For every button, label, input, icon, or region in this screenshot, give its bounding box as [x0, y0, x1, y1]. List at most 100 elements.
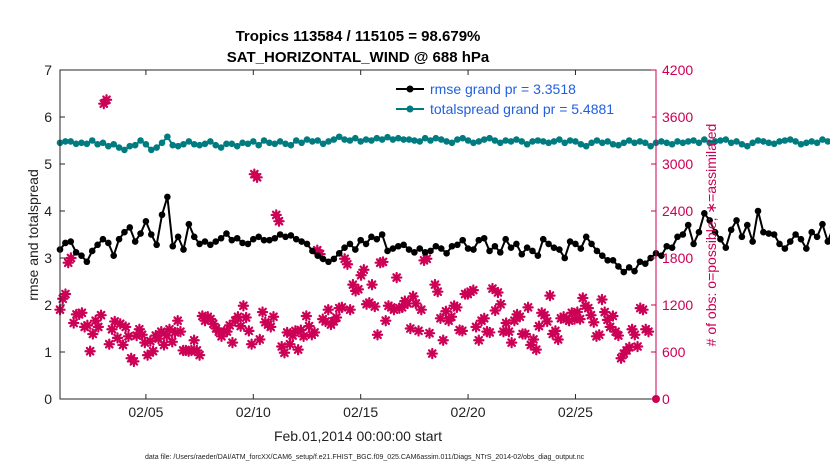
totalspread-point: [459, 134, 467, 142]
rmse-point: [470, 246, 477, 253]
totalspread-point: [582, 142, 590, 150]
y-tick-label: 2: [44, 297, 52, 313]
rmse-point: [803, 245, 810, 252]
totalspread-point: [690, 137, 697, 144]
rmse-point: [137, 230, 144, 237]
totalspread-point: [620, 139, 628, 147]
rmse-point: [427, 247, 434, 255]
obs-assimilated-point: [166, 336, 178, 348]
totalspread-point: [325, 138, 332, 145]
obs-assimilated-point: [607, 310, 619, 322]
obs-assimilated-point: [593, 329, 605, 341]
rmse-point: [668, 244, 676, 251]
totalspread-point: [599, 139, 606, 147]
rmse-point: [604, 257, 611, 264]
totalspread-point: [668, 140, 676, 148]
totalspread-point: [244, 140, 252, 148]
obs-assimilated-point: [300, 310, 313, 322]
rmse-point: [72, 249, 80, 256]
obs-assimilated-point: [59, 288, 72, 300]
totalspread-point: [545, 139, 552, 147]
obs-assimilated-point: [629, 329, 641, 341]
totalspread-point: [507, 138, 515, 145]
rmse-point: [373, 235, 381, 243]
obs-assimilated-point: [505, 336, 518, 349]
rmse-point: [276, 231, 284, 238]
totalspread-point: [760, 138, 767, 145]
totalspread-point: [384, 133, 391, 141]
rmse-point: [582, 233, 590, 241]
rmse-point: [352, 246, 359, 253]
rmse-point: [776, 240, 783, 248]
obs-assimilated-point: [174, 325, 187, 338]
totalspread-point: [411, 137, 418, 144]
totalspread-point: [201, 140, 209, 148]
obs-assimilated-point: [612, 329, 625, 342]
rmse-point: [760, 228, 767, 236]
totalspread-point: [448, 139, 456, 147]
rmse-point: [566, 238, 574, 245]
rmse-point: [496, 249, 504, 256]
obs-assimilated-point: [117, 339, 129, 351]
rmse-point: [663, 242, 671, 250]
obs-assimilated-point: [256, 306, 269, 318]
totalspread-point: [717, 137, 724, 144]
rmse-point: [228, 236, 236, 244]
totalspread-point: [658, 138, 665, 145]
legend-rmse-marker: [406, 85, 414, 93]
totalspread-point: [105, 142, 112, 150]
rmse-point: [727, 226, 735, 234]
rmse-point: [255, 233, 262, 241]
obs-assimilated-point: [473, 334, 485, 346]
totalspread-point: [276, 138, 284, 145]
rmse-point: [142, 218, 150, 225]
totalspread-point: [115, 144, 123, 151]
obs-assimilated-point: [308, 326, 321, 339]
rmse-point: [287, 232, 295, 239]
y-tick-label: 6: [44, 109, 52, 125]
totalspread-point: [513, 136, 520, 143]
totalspread-point: [636, 138, 644, 145]
rmse-point: [260, 236, 268, 244]
totalspread-point: [684, 138, 692, 145]
totalspread-point: [475, 138, 483, 145]
x-tick-label: 02/10: [236, 404, 271, 420]
rmse-point: [529, 247, 536, 255]
totalspread-point: [394, 134, 402, 142]
totalspread-point: [786, 136, 794, 143]
y-tick-label: 7: [44, 62, 52, 78]
obs-assimilated-point: [366, 278, 378, 291]
rmse-point: [507, 244, 515, 251]
totalspread-point: [432, 134, 440, 142]
totalspread-point: [577, 140, 585, 148]
totalspread-point: [556, 136, 563, 143]
rmse-point: [690, 240, 697, 248]
totalspread-point: [454, 136, 461, 143]
x-tick-label: 02/20: [451, 404, 486, 420]
totalspread-point: [330, 136, 338, 143]
rmse-point: [620, 268, 628, 276]
rmse-point: [330, 255, 338, 263]
rmse-point: [556, 246, 563, 253]
rmse-point: [325, 258, 332, 266]
totalspread-point: [631, 139, 638, 147]
rmse-point: [749, 238, 756, 245]
totalspread-point: [706, 139, 713, 147]
totalspread-point: [738, 140, 746, 148]
obs-assimilated-point: [434, 312, 447, 325]
obs-assimilated-point: [103, 338, 115, 350]
rmse-point: [335, 250, 343, 257]
obs-assimilated-point: [240, 311, 252, 324]
rmse-point: [641, 260, 649, 267]
rmse-point: [464, 245, 472, 252]
obs-assimilated-point: [522, 301, 534, 314]
totalspread-point: [722, 136, 730, 143]
rmse-point: [405, 246, 413, 253]
obs-assimilated-point: [87, 328, 99, 340]
totalspread-point: [180, 140, 187, 148]
totalspread-point: [249, 138, 257, 145]
obs-assimilated-point: [549, 325, 562, 337]
totalspread-point: [217, 144, 225, 151]
totalspread-point: [389, 136, 397, 143]
rmse-point: [121, 228, 128, 236]
